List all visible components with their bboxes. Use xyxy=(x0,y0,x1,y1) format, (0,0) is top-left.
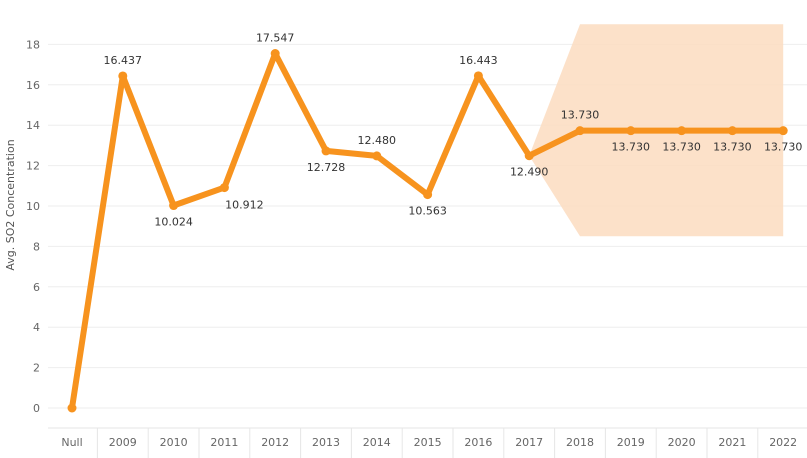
y-axis-ticks: 0 2 4 6 8 10 12 14 16 18 xyxy=(26,38,40,415)
data-label: 12.480 xyxy=(358,134,397,147)
data-point[interactable] xyxy=(219,183,229,193)
data-label: 10.024 xyxy=(154,216,193,229)
data-label: 13.730 xyxy=(713,141,752,154)
x-tick-label: 2018 xyxy=(566,436,594,449)
data-label: 16.437 xyxy=(104,54,143,67)
x-tick-label: 2022 xyxy=(769,436,797,449)
x-axis-ticks: Null 2009 2010 2011 2012 2013 2014 2015 2016 2017… xyxy=(48,427,807,458)
y-tick-label: 2 xyxy=(33,362,40,375)
data-label: 16.443 xyxy=(459,54,498,67)
x-tick-label: 2013 xyxy=(312,436,340,449)
data-point[interactable] xyxy=(677,126,687,136)
y-tick-label: 8 xyxy=(33,240,40,253)
data-point[interactable] xyxy=(626,126,636,136)
x-tick-label: 2011 xyxy=(210,436,238,449)
data-points xyxy=(67,49,788,413)
data-label: 13.730 xyxy=(612,141,651,154)
data-label: 13.730 xyxy=(662,141,701,154)
data-point[interactable] xyxy=(118,71,128,81)
data-point[interactable] xyxy=(372,151,382,161)
data-point[interactable] xyxy=(727,126,737,136)
x-tick-label: 2021 xyxy=(718,436,746,449)
data-label: 12.490 xyxy=(510,166,549,179)
data-label: 13.730 xyxy=(764,141,803,154)
x-tick-label: 2009 xyxy=(109,436,137,449)
y-tick-label: 12 xyxy=(26,160,40,173)
data-point[interactable] xyxy=(524,151,534,161)
y-tick-label: 4 xyxy=(33,321,40,334)
data-point[interactable] xyxy=(778,126,788,136)
y-tick-label: 6 xyxy=(33,281,40,294)
data-label: 17.547 xyxy=(256,32,295,45)
data-point[interactable] xyxy=(423,190,433,200)
x-tick-label: 2019 xyxy=(617,436,645,449)
x-tick-label: 2014 xyxy=(363,436,391,449)
data-label: 13.730 xyxy=(561,109,600,122)
x-tick-label: 2017 xyxy=(515,436,543,449)
x-tick-label: 2016 xyxy=(464,436,492,449)
data-point[interactable] xyxy=(321,146,331,156)
data-point[interactable] xyxy=(473,71,483,81)
data-label: 12.728 xyxy=(307,161,346,174)
x-tick-label: 2020 xyxy=(668,436,696,449)
data-point[interactable] xyxy=(270,49,280,59)
y-tick-label: 18 xyxy=(26,38,40,51)
y-tick-label: 10 xyxy=(26,200,40,213)
data-point[interactable] xyxy=(169,201,179,211)
data-labels: 16.437 10.024 10.912 17.547 12.728 12.480 10.5… xyxy=(104,32,803,229)
data-label: 10.912 xyxy=(225,199,264,212)
y-tick-label: 0 xyxy=(33,402,40,415)
x-tick-label: Null xyxy=(61,436,82,449)
x-tick-label: 2012 xyxy=(261,436,289,449)
y-axis-title: Avg. SO2 Concentration xyxy=(4,139,17,270)
x-tick-label: 2010 xyxy=(160,436,188,449)
y-tick-label: 16 xyxy=(26,79,40,92)
data-point[interactable] xyxy=(575,126,585,136)
data-label: 10.563 xyxy=(408,205,447,218)
data-point[interactable] xyxy=(67,403,77,413)
x-tick-label: 2015 xyxy=(414,436,442,449)
y-tick-label: 14 xyxy=(26,119,40,132)
